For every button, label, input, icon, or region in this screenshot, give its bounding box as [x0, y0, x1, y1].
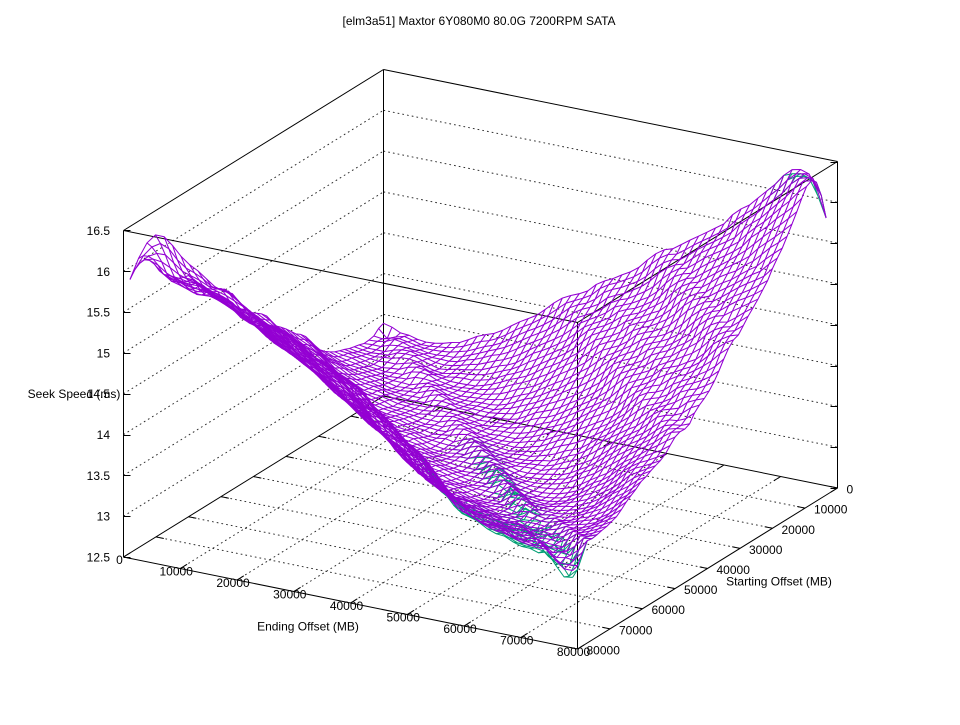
svg-text:[elm3a51] Maxtor 6Y080M0 80.0G: [elm3a51] Maxtor 6Y080M0 80.0G 7200RPM S…: [342, 14, 615, 28]
svg-text:70000: 70000: [619, 623, 653, 637]
svg-text:0: 0: [847, 483, 854, 497]
svg-text:15: 15: [97, 346, 111, 360]
svg-text:80000: 80000: [557, 645, 591, 659]
svg-text:20000: 20000: [782, 523, 816, 537]
svg-text:50000: 50000: [684, 583, 718, 597]
svg-text:30000: 30000: [273, 588, 307, 602]
svg-text:10000: 10000: [160, 565, 194, 579]
svg-text:Ending Offset (MB): Ending Offset (MB): [257, 620, 359, 634]
svg-text:20000: 20000: [216, 576, 250, 590]
svg-text:16.5: 16.5: [87, 224, 111, 238]
svg-text:80000: 80000: [587, 644, 621, 658]
svg-text:15.5: 15.5: [87, 306, 111, 320]
svg-text:50000: 50000: [387, 611, 421, 625]
svg-text:13: 13: [97, 510, 111, 524]
svg-text:14.5: 14.5: [87, 387, 111, 401]
svg-text:60000: 60000: [443, 622, 477, 636]
svg-text:0: 0: [116, 553, 123, 567]
svg-text:Seek Speed (ms): Seek Speed (ms): [28, 387, 121, 401]
svg-text:13.5: 13.5: [87, 469, 111, 483]
svg-text:70000: 70000: [500, 634, 534, 648]
svg-text:40000: 40000: [330, 599, 364, 613]
svg-text:40000: 40000: [717, 563, 751, 577]
svg-text:14: 14: [97, 428, 111, 442]
svg-text:Starting Offset (MB): Starting Offset (MB): [726, 575, 832, 589]
svg-text:10000: 10000: [814, 503, 848, 517]
svg-text:12.5: 12.5: [87, 551, 111, 565]
svg-text:60000: 60000: [652, 603, 686, 617]
svg-text:30000: 30000: [749, 543, 783, 557]
svg-text:16: 16: [97, 265, 111, 279]
